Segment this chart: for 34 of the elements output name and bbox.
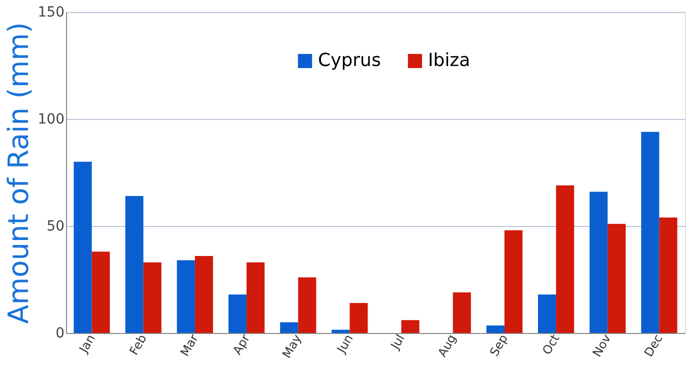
- x-tick-label: Jan: [76, 332, 98, 356]
- bar: [228, 294, 247, 333]
- y-tick-label: 100: [38, 112, 64, 128]
- bar: [590, 192, 608, 333]
- legend-label: Cyprus: [318, 50, 381, 71]
- bar: [401, 320, 420, 333]
- x-tick-label: Feb: [126, 332, 150, 358]
- bar: [298, 277, 316, 333]
- bar: [176, 260, 195, 333]
- bar: [92, 252, 110, 333]
- x-tick-label: Oct: [540, 332, 562, 357]
- y-tick-label: 50: [46, 218, 64, 234]
- bar: [125, 196, 144, 333]
- legend-label: Ibiza: [428, 50, 470, 71]
- bar: [246, 262, 265, 333]
- bar: [143, 262, 162, 333]
- bar: [538, 294, 556, 333]
- bar: [350, 303, 368, 333]
- bar: [641, 132, 660, 333]
- bar: [504, 230, 523, 333]
- bar: [608, 224, 626, 333]
- bar: [280, 322, 298, 333]
- bar: [659, 217, 678, 333]
- bar: [194, 256, 214, 333]
- x-tick-label: Jul: [387, 332, 408, 352]
- bar: [452, 292, 471, 333]
- bar: [74, 162, 92, 333]
- bar: [332, 330, 350, 333]
- x-tick-label: Jun: [334, 332, 356, 356]
- y-tick-label: 0: [56, 326, 64, 342]
- bar: [556, 185, 574, 333]
- y-axis-title: Amount of Rain (mm): [2, 22, 35, 324]
- bar: [486, 326, 504, 333]
- y-tick-label: 150: [38, 4, 64, 20]
